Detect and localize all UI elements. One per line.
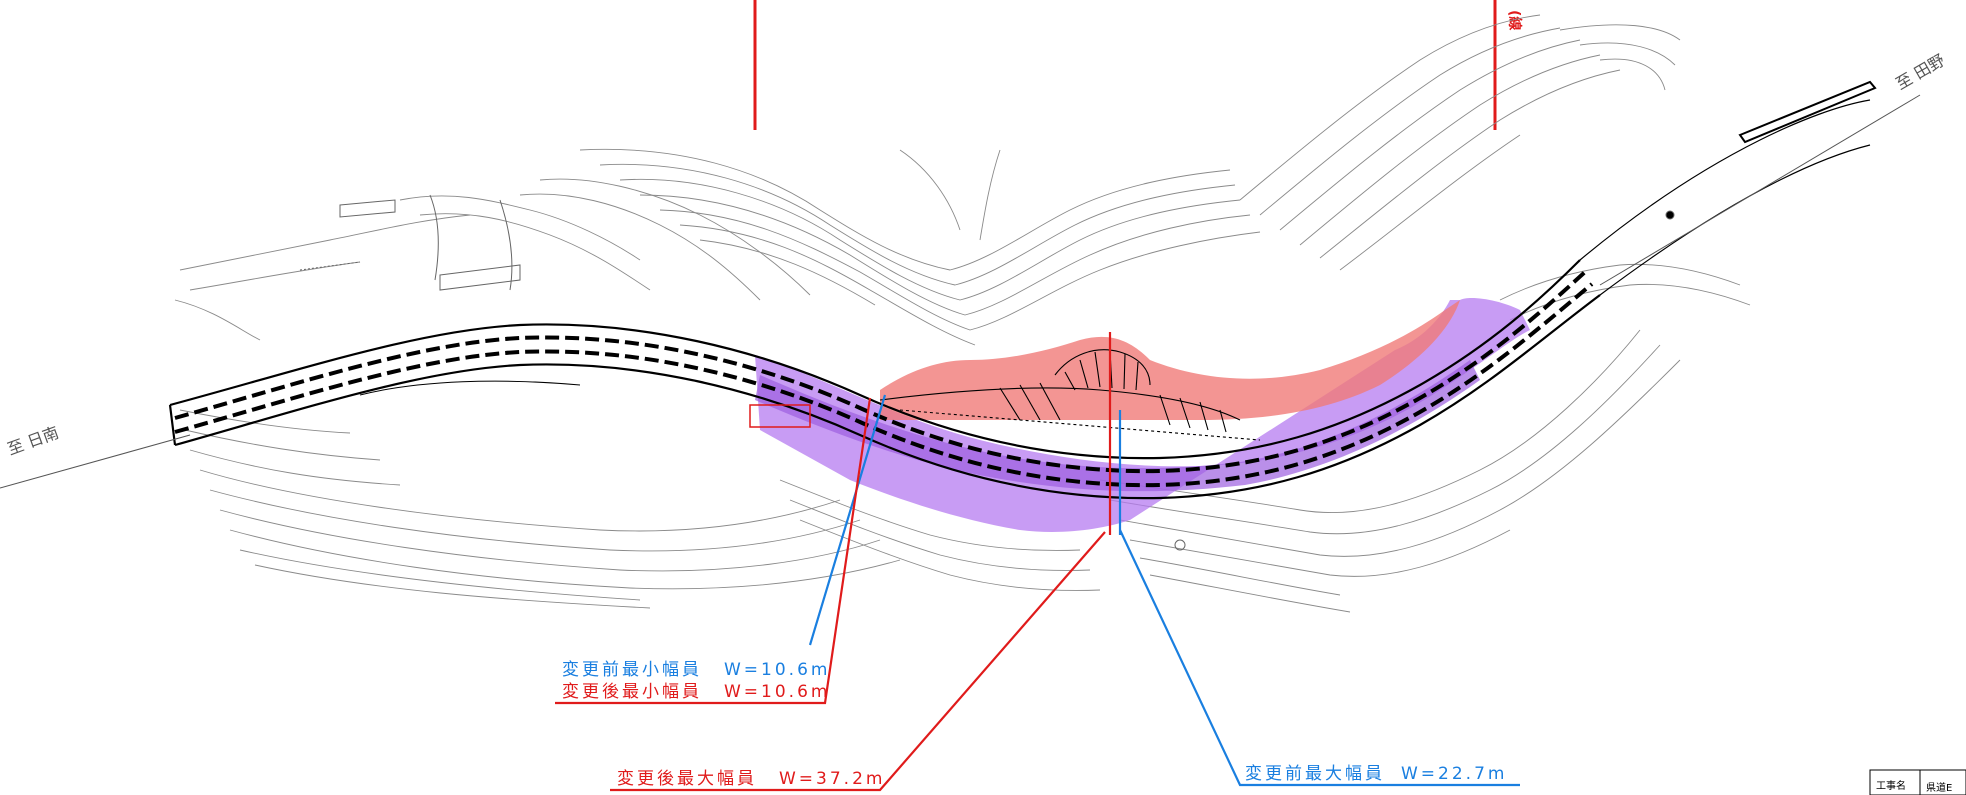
leader-after-min — [555, 397, 872, 705]
top-right-partial-label: (線 — [1506, 10, 1523, 30]
title-block-label: 工事名 — [1876, 779, 1906, 792]
direction-right-label: 至 田野 — [1893, 50, 1948, 93]
leader-after-max — [610, 531, 1106, 792]
leader-before-max — [1119, 529, 1520, 787]
title-block: 工事名 県道E — [1869, 769, 1966, 795]
title-block-value: 県道E — [1926, 781, 1952, 794]
after-min-label: 変更後最小幅員 W=10.6m — [562, 682, 830, 702]
leader-lines — [555, 332, 1520, 792]
road-alignment — [168, 80, 1877, 500]
change-area-before — [755, 298, 1530, 532]
after-max-label: 変更後最大幅員 W=37.2m — [617, 769, 885, 789]
before-min-label: 変更前最小幅員 W=10.6m — [562, 660, 830, 680]
baseline-left — [0, 434, 191, 489]
site-structures — [299, 194, 1675, 551]
leader-before-min — [808, 394, 887, 646]
before-max-label: 変更前最大幅員 W=22.7m — [1245, 764, 1507, 784]
direction-left-label: 至 日南 — [5, 423, 61, 459]
change-area-after — [880, 300, 1460, 420]
baseline-right — [1599, 94, 1921, 286]
slope-hatch — [879, 349, 1261, 441]
change-area-band — [755, 360, 1480, 492]
